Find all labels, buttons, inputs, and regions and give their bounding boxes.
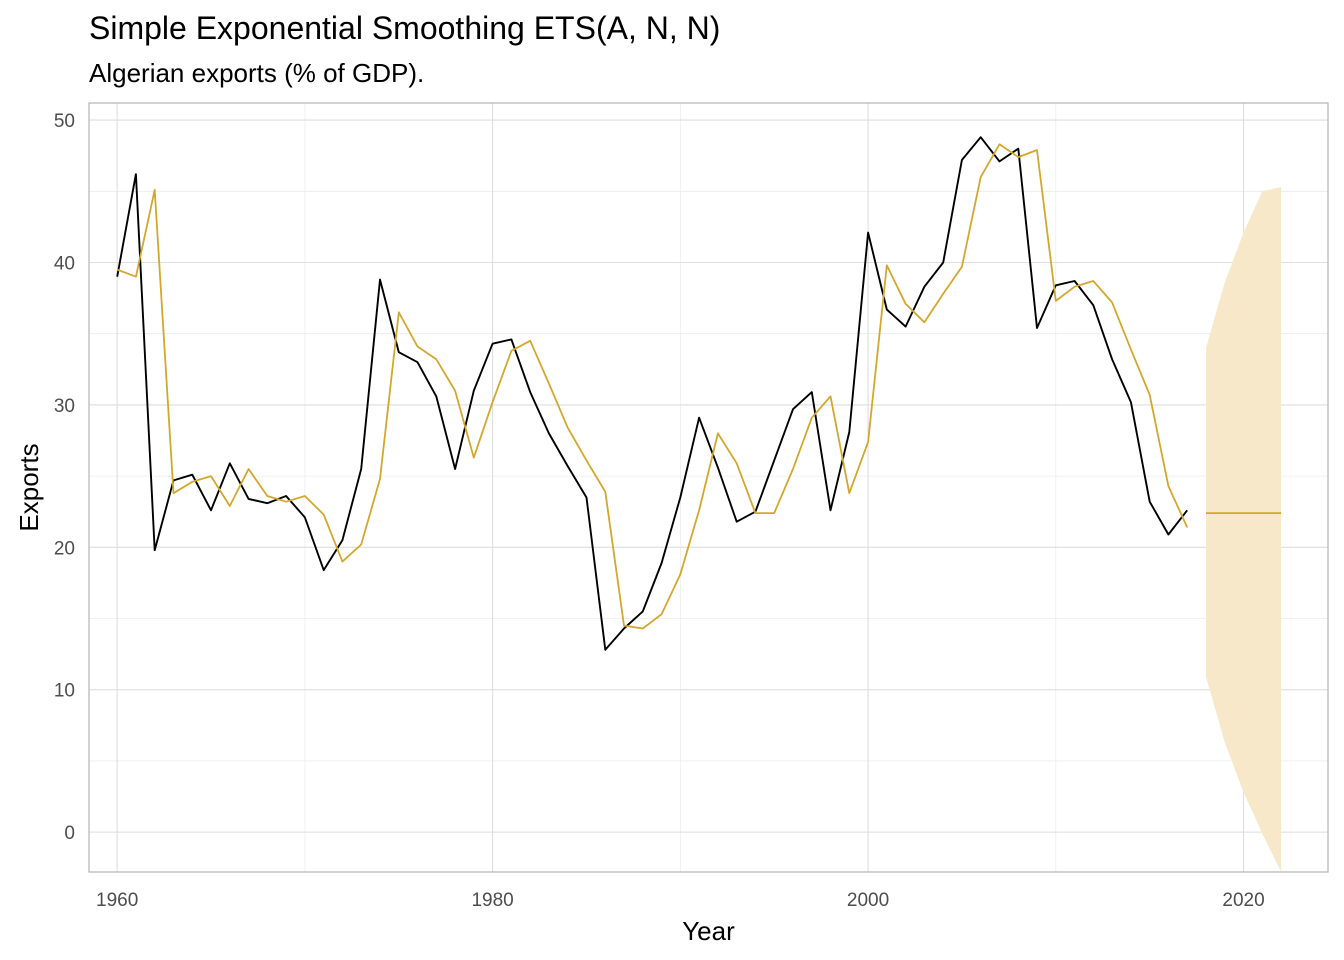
y-tick-label: 30 <box>54 396 75 417</box>
fitted-series-line <box>116 143 1189 630</box>
forecast-interval-band <box>1206 187 1282 872</box>
grid <box>89 103 1328 872</box>
forecast-interval-layer <box>1206 187 1282 872</box>
chart-subtitle: Algerian exports (% of GDP). <box>89 58 425 88</box>
x-axis-title: Year <box>682 916 735 946</box>
y-tick-label: 20 <box>54 538 75 559</box>
x-tick-label: 1960 <box>96 890 138 911</box>
panel-border <box>88 102 1329 873</box>
y-tick-label: 40 <box>54 253 75 274</box>
chart-title: Simple Exponential Smoothing ETS(A, N, N… <box>89 10 721 46</box>
y-tick-label: 0 <box>64 823 75 844</box>
y-axis-title: Exports <box>14 443 44 531</box>
y-tick-label: 50 <box>54 111 75 132</box>
x-tick-label: 2020 <box>1222 890 1264 911</box>
x-tick-label: 1980 <box>471 890 513 911</box>
x-tick-label: 2000 <box>847 890 889 911</box>
y-tick-label: 10 <box>54 681 75 702</box>
observed-series-line <box>116 136 1188 651</box>
series-layer <box>116 136 1282 651</box>
tick-labels: 1960 1980 2000 2020 0 10 20 30 40 50 <box>54 111 1265 911</box>
